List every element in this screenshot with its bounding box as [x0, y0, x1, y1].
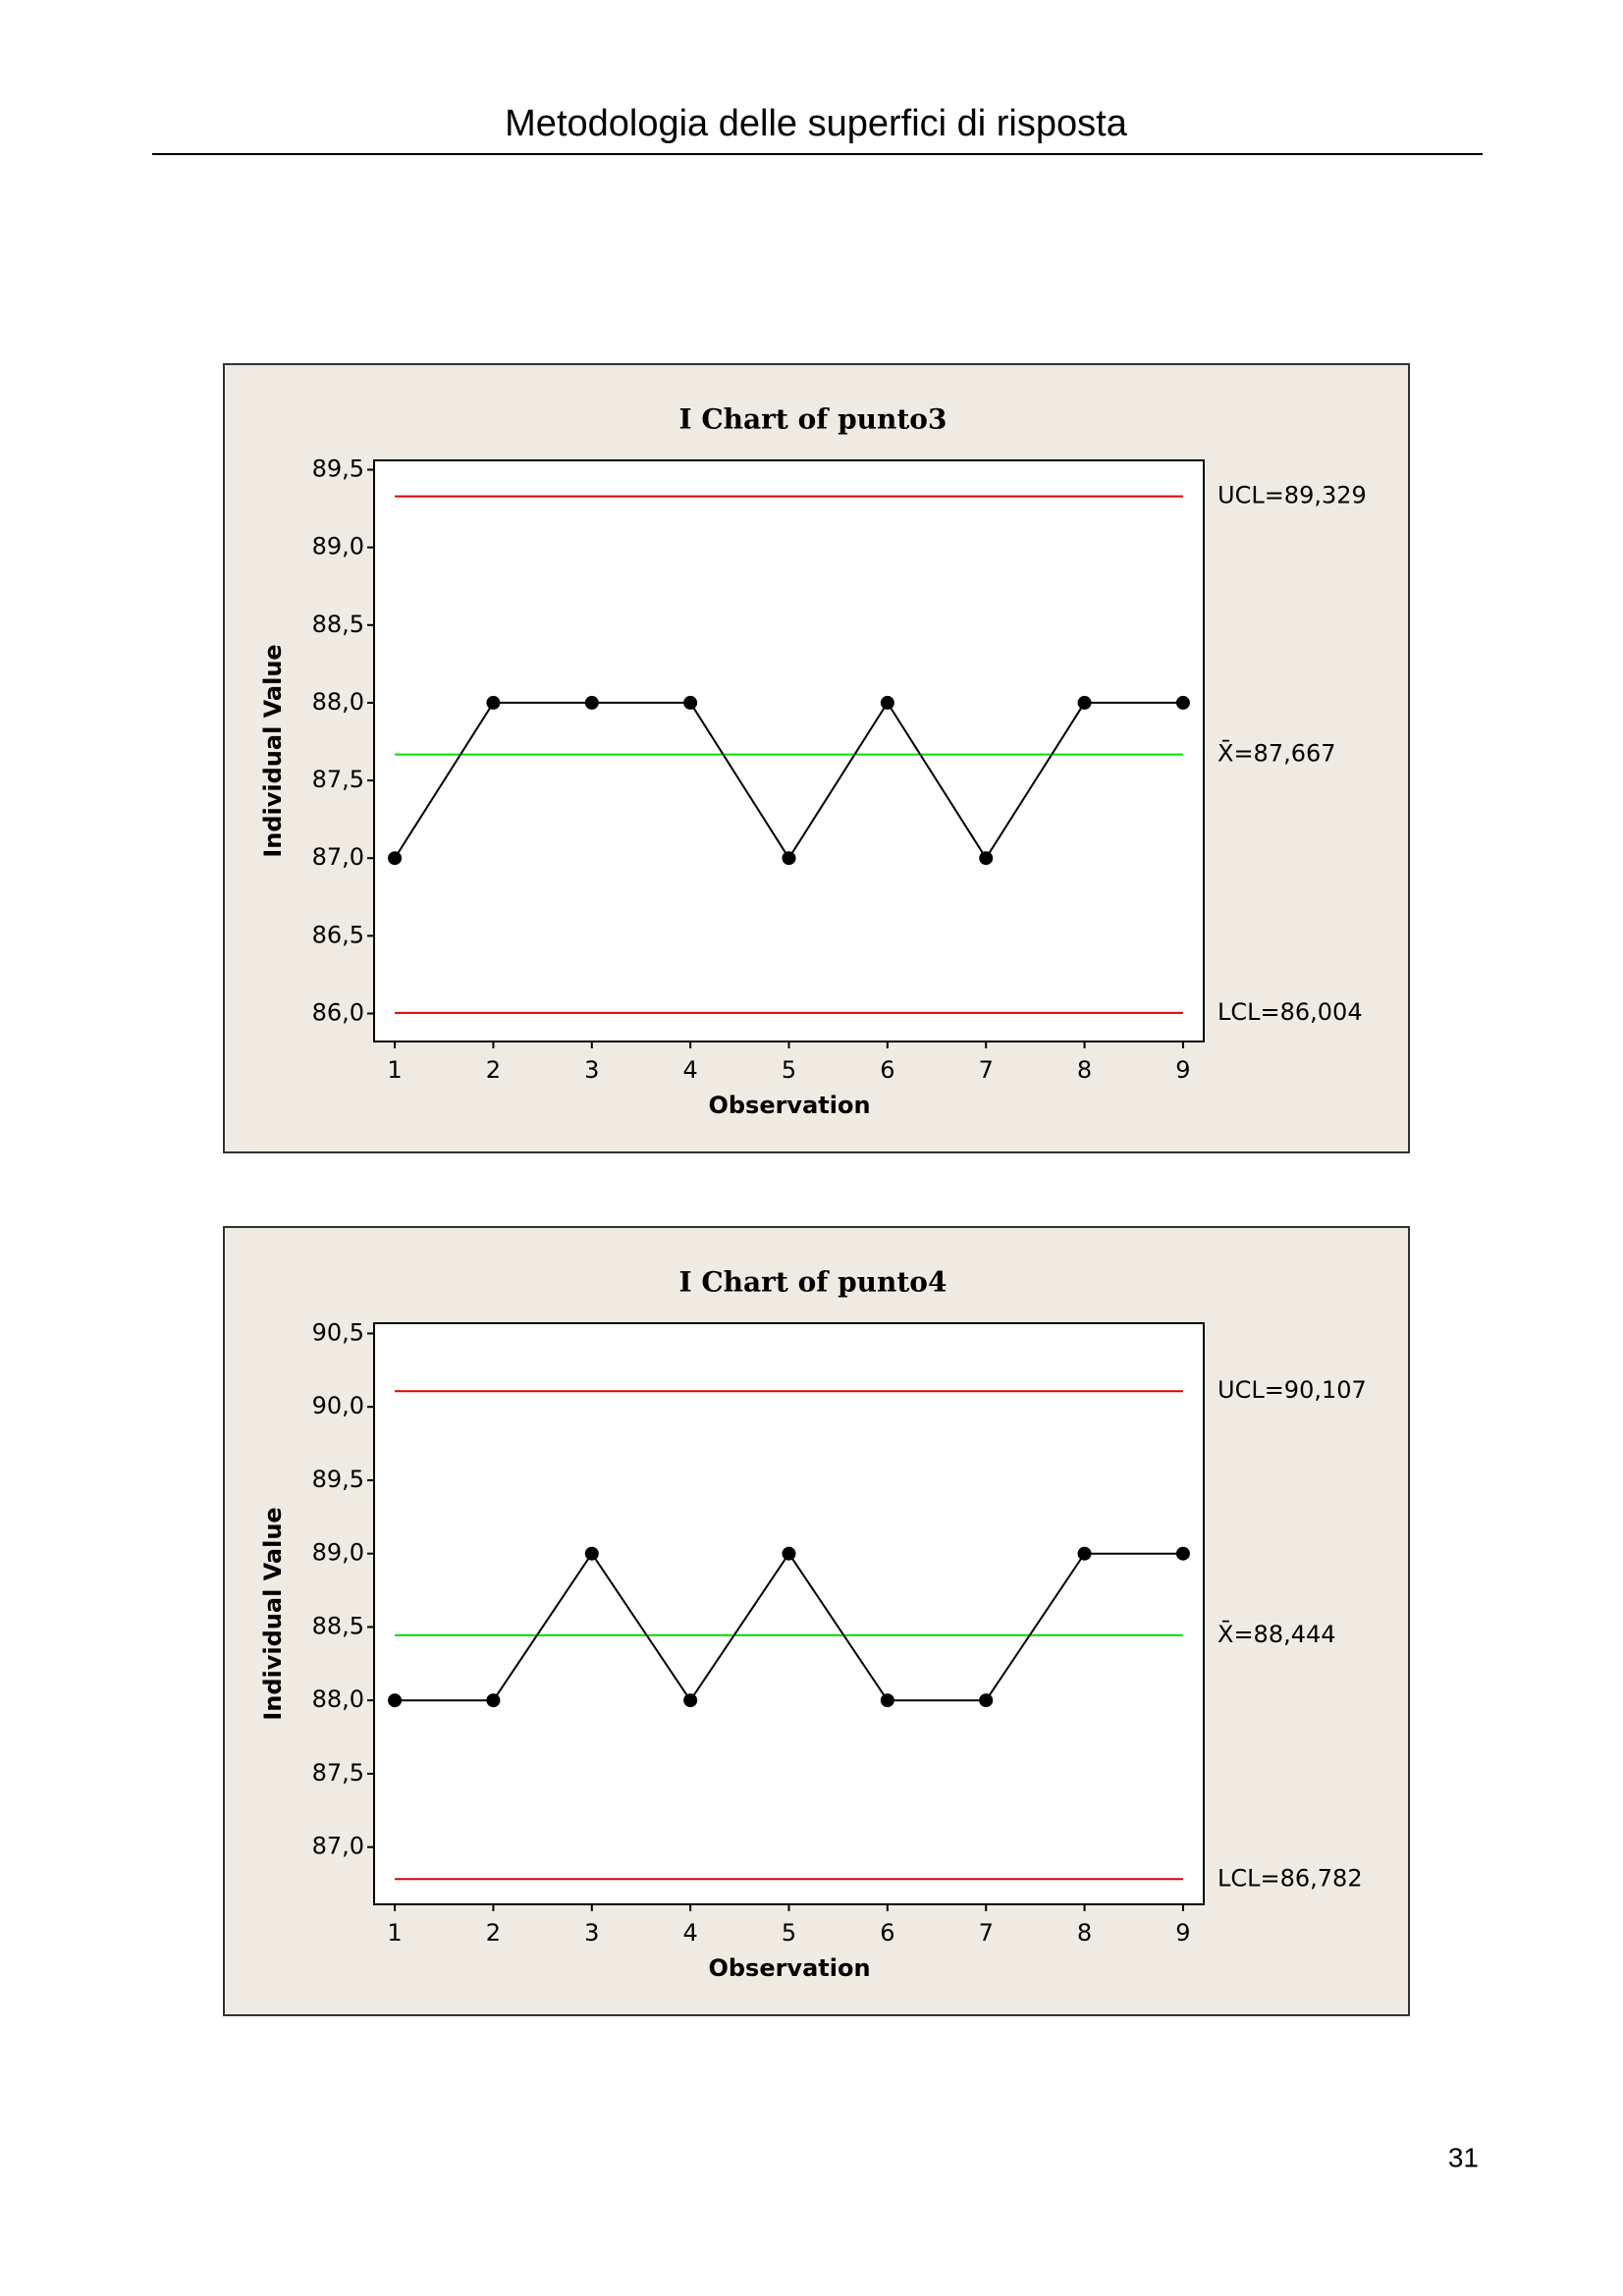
data-point	[1175, 695, 1190, 710]
data-point	[1077, 695, 1092, 710]
y-tick-label: 88,5	[312, 1612, 364, 1639]
data-point	[486, 1693, 501, 1708]
y-tick-label: 90,5	[312, 1318, 364, 1346]
x-tick-label: 3	[584, 1919, 599, 1947]
plot-area	[373, 459, 1205, 1042]
chart: I Chart of punto3 Observation Individual V…	[223, 363, 1410, 1153]
x-tick-label: 7	[979, 1919, 994, 1947]
data-point	[782, 851, 796, 866]
data-point	[584, 1546, 599, 1561]
y-tick-label: 87,5	[312, 1759, 364, 1787]
control-line-label: UCL=89,329	[1217, 482, 1367, 509]
y-tick-label: 89,0	[312, 533, 364, 561]
plot-area	[373, 1322, 1205, 1905]
data-point	[388, 851, 403, 866]
y-tick-label: 88,0	[312, 688, 364, 716]
x-tick-label: 2	[486, 1919, 501, 1947]
y-tick-label: 86,5	[312, 921, 364, 948]
control-line-label: X̄=87,667	[1217, 738, 1336, 767]
data-point	[486, 695, 501, 710]
data-point	[979, 1693, 994, 1708]
y-tick-label: 87,0	[312, 843, 364, 871]
y-tick-label: 89,5	[312, 1466, 364, 1493]
chart-title: I Chart of punto4	[679, 1266, 947, 1299]
x-tick-label: 9	[1175, 1056, 1190, 1084]
y-tick-label: 90,0	[312, 1392, 364, 1419]
data-point	[584, 695, 599, 710]
page-number: 31	[1448, 2142, 1479, 2172]
y-tick-label: 88,0	[312, 1685, 364, 1713]
x-tick-label: 3	[584, 1056, 599, 1084]
y-tick-label: 87,0	[312, 1833, 364, 1860]
x-tick-label: 1	[387, 1056, 402, 1084]
y-axis-label: Individual Value	[259, 1507, 287, 1720]
header-title: Metodologia delle superfici di risposta	[505, 103, 1128, 144]
x-axis-label: Observation	[708, 1954, 870, 1982]
y-tick-label: 89,0	[312, 1539, 364, 1567]
x-axis-label: Observation	[708, 1092, 870, 1119]
data-point	[683, 695, 698, 710]
y-tick-label: 88,5	[312, 611, 364, 638]
y-tick-label: 89,5	[312, 454, 364, 482]
control-line-label: LCL=86,004	[1217, 998, 1363, 1026]
data-point	[979, 851, 994, 866]
chart: I Chart of punto4 Observation Individual V…	[223, 1226, 1410, 2016]
control-line-label: X̄=88,444	[1217, 1619, 1336, 1647]
y-tick-label: 86,0	[312, 999, 364, 1027]
x-tick-label: 8	[1077, 1056, 1092, 1084]
chart-title: I Chart of punto3	[679, 403, 947, 436]
x-tick-label: 5	[782, 1919, 796, 1947]
y-tick-label: 87,5	[312, 766, 364, 793]
x-tick-label: 5	[782, 1056, 796, 1084]
data-point	[880, 695, 894, 710]
x-tick-label: 2	[486, 1056, 501, 1084]
x-tick-label: 4	[683, 1056, 698, 1084]
data-point	[683, 1693, 698, 1708]
data-point	[1077, 1546, 1092, 1561]
data-point	[880, 1693, 894, 1708]
x-tick-label: 9	[1175, 1919, 1190, 1947]
x-tick-label: 6	[880, 1056, 894, 1084]
x-tick-label: 7	[979, 1056, 994, 1084]
data-point	[1175, 1546, 1190, 1561]
control-line-label: LCL=86,782	[1217, 1864, 1363, 1892]
data-point	[388, 1693, 403, 1708]
x-tick-label: 4	[683, 1919, 698, 1947]
x-tick-label: 6	[880, 1919, 894, 1947]
control-line-label: UCL=90,107	[1217, 1376, 1367, 1404]
y-axis-label: Individual Value	[259, 644, 287, 857]
x-tick-label: 1	[387, 1919, 402, 1947]
x-tick-label: 8	[1077, 1919, 1092, 1947]
data-point	[782, 1546, 796, 1561]
